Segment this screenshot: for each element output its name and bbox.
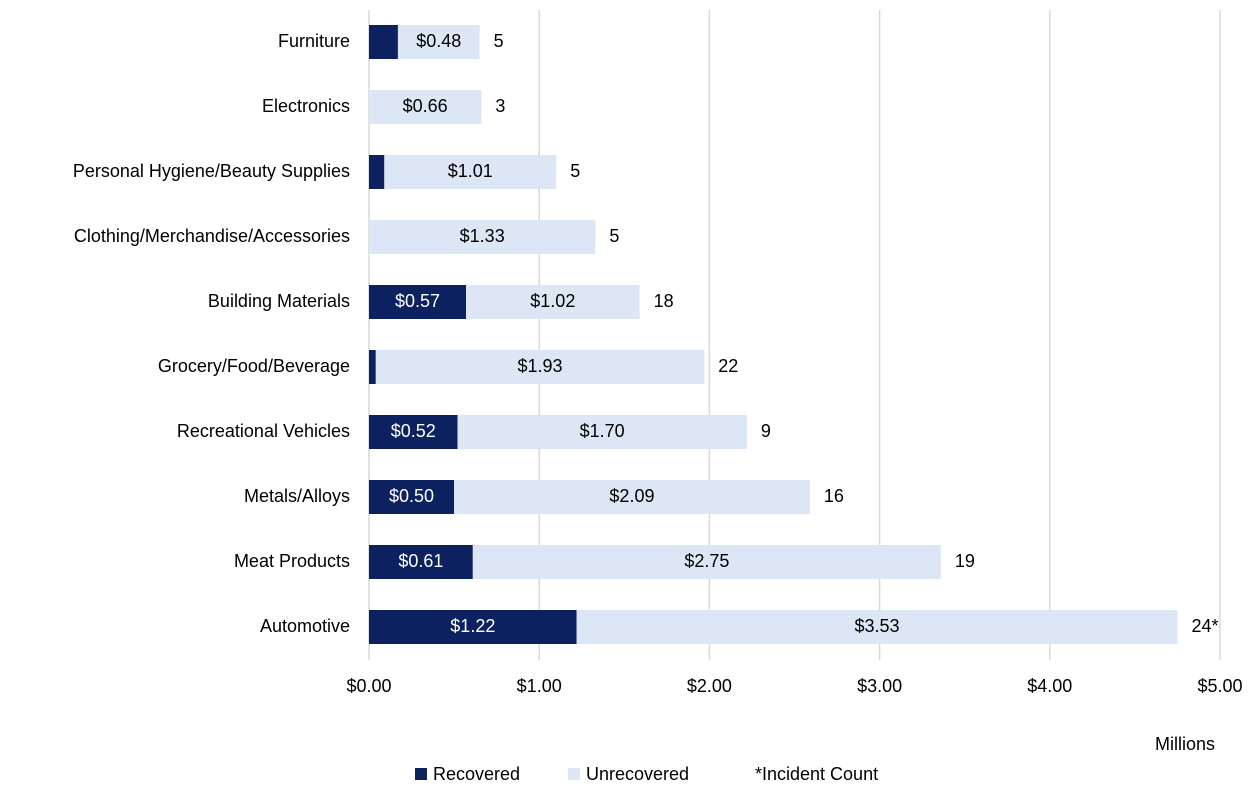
incident-count: 5 <box>570 161 580 181</box>
legend-label: Unrecovered <box>586 764 689 784</box>
data-label: $0.61 <box>398 551 443 571</box>
y-tick-label: Metals/Alloys <box>244 486 350 506</box>
x-axis-label: Millions <box>1155 734 1215 754</box>
incident-count: 24* <box>1191 616 1218 636</box>
y-tick-label: Electronics <box>262 96 350 116</box>
y-tick-label: Clothing/Merchandise/Accessories <box>74 226 350 246</box>
incident-count: 19 <box>955 551 975 571</box>
bar-segment <box>384 155 557 189</box>
data-label: $0.52 <box>391 421 436 441</box>
legend-label: Recovered <box>433 764 520 784</box>
bar-segment <box>369 350 376 384</box>
x-tick-label: $2.00 <box>687 676 732 696</box>
data-label: $1.33 <box>460 226 505 246</box>
x-tick-label: $5.00 <box>1197 676 1242 696</box>
bar-segment <box>369 220 596 254</box>
data-label: $2.75 <box>684 551 729 571</box>
incident-count: 3 <box>495 96 505 116</box>
legend-swatch <box>415 768 427 780</box>
data-label: $0.50 <box>389 486 434 506</box>
bar-segment <box>369 155 385 189</box>
bar-segment <box>369 285 467 319</box>
y-tick-label: Grocery/Food/Beverage <box>158 356 350 376</box>
y-tick-label: Personal Hygiene/Beauty Supplies <box>73 161 350 181</box>
data-label: $1.93 <box>518 356 563 376</box>
y-tick-label: Meat Products <box>234 551 350 571</box>
x-tick-label: $1.00 <box>517 676 562 696</box>
y-tick-label: Recreational Vehicles <box>177 421 350 441</box>
bar-segment <box>369 480 455 514</box>
bar-segment <box>375 350 705 384</box>
bar-segment <box>369 610 577 644</box>
bar-segment <box>397 25 480 59</box>
data-label: $2.09 <box>609 486 654 506</box>
legend-swatch <box>568 768 580 780</box>
data-label: $0.57 <box>395 291 440 311</box>
bar-segment <box>369 545 473 579</box>
incident-count: 5 <box>609 226 619 246</box>
data-label: $1.70 <box>580 421 625 441</box>
y-tick-label: Furniture <box>278 31 350 51</box>
incident-count: 18 <box>654 291 674 311</box>
x-tick-label: $0.00 <box>346 676 391 696</box>
data-label: $1.01 <box>448 161 493 181</box>
bar-segment <box>454 480 810 514</box>
bar-segment <box>576 610 1178 644</box>
y-tick-label: Building Materials <box>208 291 350 311</box>
y-tick-label: Automotive <box>260 616 350 636</box>
x-tick-label: $3.00 <box>857 676 902 696</box>
data-label: $0.48 <box>416 31 461 51</box>
incident-count: 22 <box>718 356 738 376</box>
legend-note: *Incident Count <box>755 764 878 784</box>
bar-segment <box>369 415 458 449</box>
data-label: $0.66 <box>403 96 448 116</box>
bar-segment <box>457 415 747 449</box>
incident-count: 16 <box>824 486 844 506</box>
bar-segment <box>472 545 941 579</box>
incident-count: 9 <box>761 421 771 441</box>
x-tick-label: $4.00 <box>1027 676 1072 696</box>
data-label: $1.22 <box>450 616 495 636</box>
bar-segment <box>369 25 398 59</box>
data-label: $3.53 <box>855 616 900 636</box>
data-label: $1.02 <box>530 291 575 311</box>
bar-segment <box>369 90 482 124</box>
bar-segment <box>466 285 640 319</box>
incident-count: 5 <box>494 31 504 51</box>
